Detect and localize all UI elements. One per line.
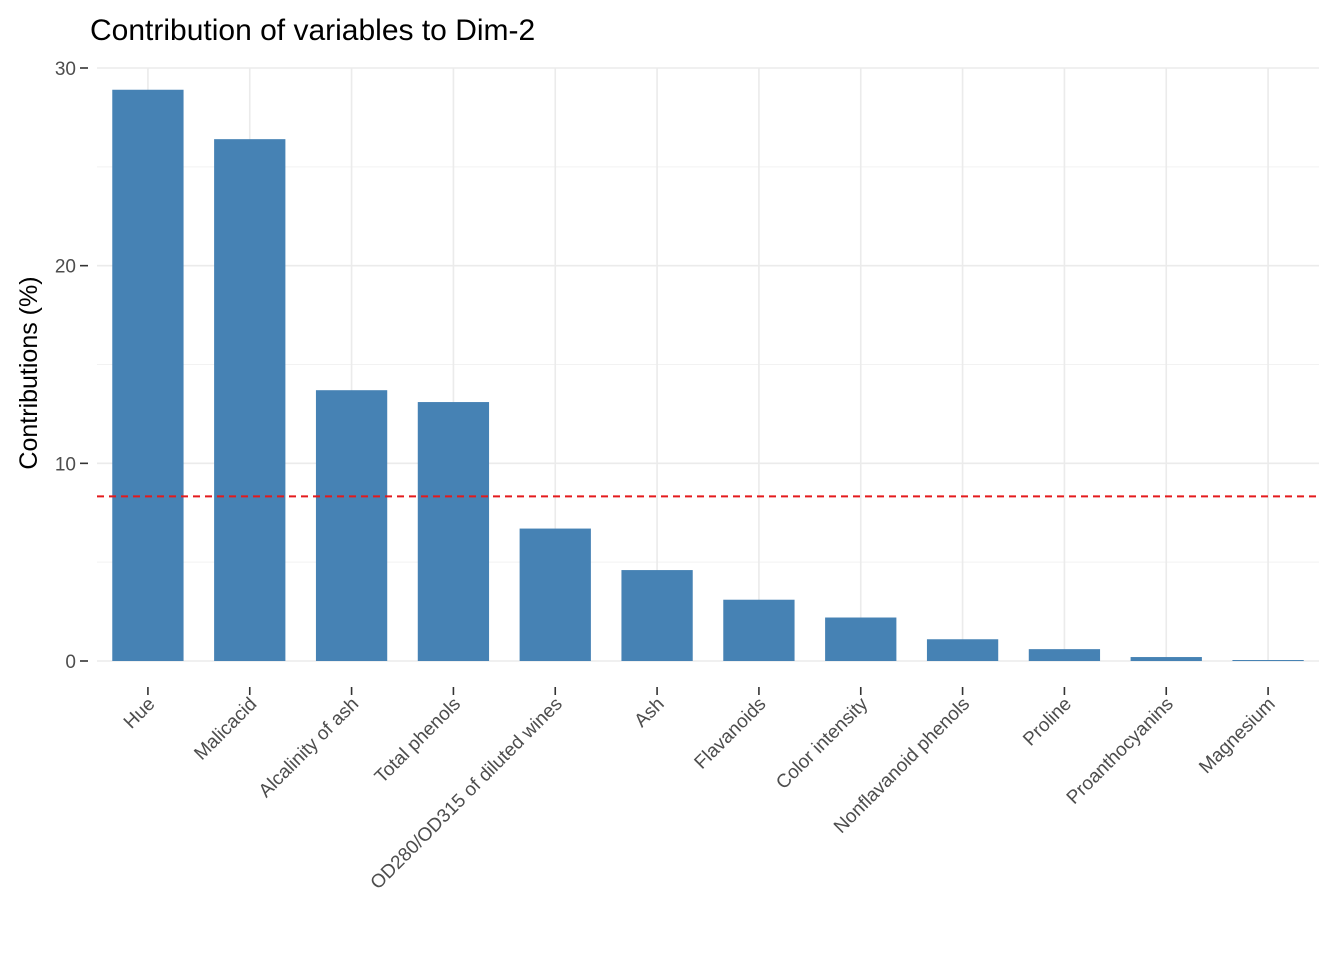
x-tick-label: Color intensity [772, 693, 872, 793]
x-tick-label: Malicacid [190, 694, 261, 765]
bar [519, 528, 591, 661]
bar [1130, 657, 1202, 661]
bar [621, 570, 693, 661]
y-axis-label: Contributions (%) [15, 276, 43, 469]
bar [1232, 660, 1304, 662]
x-tick-label: Ash [631, 694, 669, 732]
grid-lines [97, 67, 1319, 662]
y-tick-label: 30 [55, 59, 76, 80]
bar [214, 139, 286, 661]
x-tick-label: Magnesium [1195, 694, 1279, 778]
x-tick-label: Proline [1019, 694, 1076, 751]
bar [112, 89, 184, 661]
bar [825, 617, 897, 661]
bar [1028, 649, 1101, 661]
x-tick-label: OD280/OD315 of diluted wines [367, 694, 567, 894]
y-tick-label: 10 [55, 454, 76, 475]
chart-title: Contribution of variables to Dim-2 [90, 14, 535, 47]
y-tick-label: 0 [65, 652, 76, 673]
x-tick-label: Hue [120, 694, 159, 733]
y-tick-label: 20 [55, 257, 76, 278]
bar [723, 599, 795, 661]
bar [417, 402, 490, 661]
x-tick-label: Total phenols [371, 694, 465, 788]
x-tick-label: Alcalinity of ash [255, 694, 363, 802]
x-tick-label: Flavanoids [691, 694, 771, 774]
bars [112, 89, 1304, 662]
x-tick-label: Proanthocyanins [1063, 694, 1178, 809]
bar [315, 390, 388, 661]
bar [926, 639, 999, 661]
